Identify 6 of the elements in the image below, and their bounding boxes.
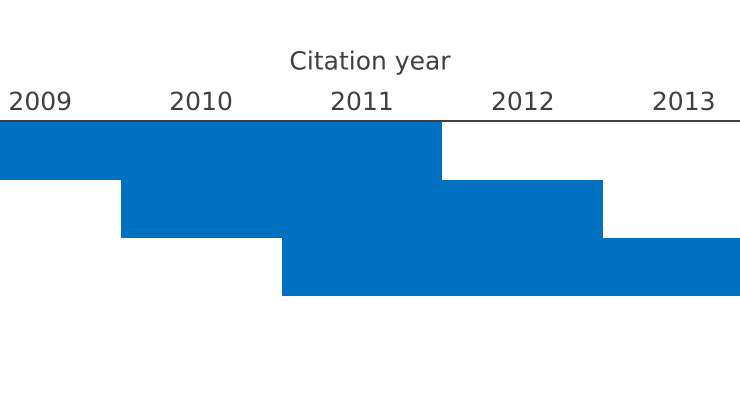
x-axis-title: Citation year xyxy=(289,46,452,76)
x-tick-label: 2010 xyxy=(169,87,233,116)
x-tick-label: 2011 xyxy=(330,87,394,116)
x-tick-label: 2012 xyxy=(491,87,555,116)
x-tick-label: 2009 xyxy=(8,87,72,116)
x-tick-label: 2013 xyxy=(652,87,716,116)
